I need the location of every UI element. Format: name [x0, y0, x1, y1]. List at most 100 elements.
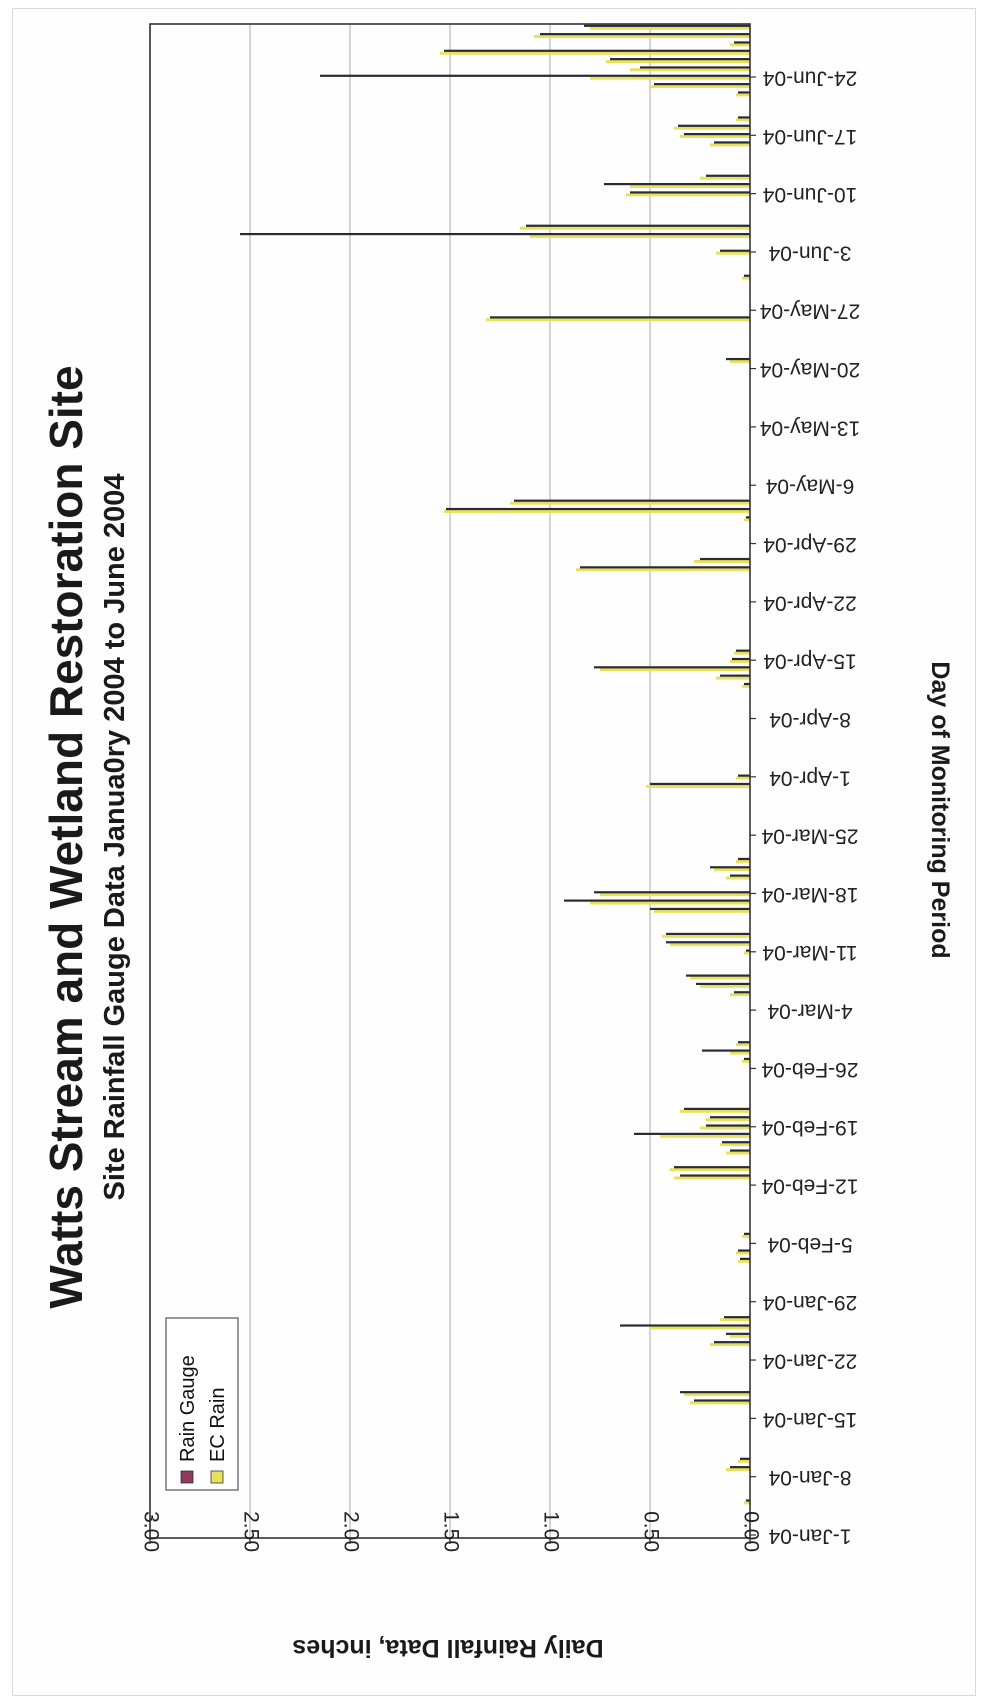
rain-gauge-bar	[702, 1049, 750, 1052]
rain-gauge-bar	[686, 974, 750, 977]
ec-rain-bar	[670, 1168, 750, 1172]
ec-rain-bar	[742, 276, 750, 280]
x-tick-labels: 1-Jan-04 8-Jan-04 15-Jan-04 22-Jan-04 29-Jan…	[750, 66, 860, 1547]
ec-rain-bar	[716, 251, 750, 255]
x-tick-label: 15-Apr-04	[763, 650, 857, 673]
ec-rain-bar	[738, 1259, 750, 1263]
rain-gauge-bar	[730, 1466, 750, 1469]
rain-gauge-bar	[738, 91, 750, 94]
rain-gauge-bar	[666, 941, 750, 944]
rain-gauge-bar	[714, 141, 750, 144]
x-tick-label: 11-Mar-04	[762, 941, 858, 964]
ec-rain-bar	[744, 1501, 750, 1505]
x-tick-label: 17-Jun-04	[762, 125, 857, 148]
rain-gauge-bar	[674, 1166, 750, 1169]
ec-rain-bar	[630, 68, 750, 72]
y-tick-label: 0.00	[739, 1511, 762, 1552]
x-tick-label: 10-Jun-04	[762, 183, 857, 206]
ec-rain-bar	[736, 1043, 750, 1047]
y-axis-title: Daily Rainfall Data, inches	[292, 1634, 603, 1662]
ec-rain-bar	[744, 518, 750, 522]
legend-label-ec-rain: EC Rain	[207, 1388, 229, 1462]
rain-gauge-bar	[710, 1116, 750, 1119]
y-tick-label: 1.50	[439, 1511, 462, 1552]
rain-gauge-bar	[594, 891, 750, 894]
ec-rain-bar	[684, 1393, 750, 1397]
rain-gauge-bar	[446, 507, 750, 511]
ec-rain-bar	[680, 135, 750, 139]
ec-rain-bar	[674, 126, 750, 130]
ec-rain-bar	[716, 676, 750, 680]
bars	[240, 24, 750, 1505]
ec-rain-bar	[654, 909, 750, 913]
rain-gauge-bar	[666, 932, 750, 936]
rain-gauge-bar	[650, 907, 750, 911]
rain-gauge-bar	[706, 1124, 750, 1127]
rain-gauge-bar	[650, 782, 750, 786]
ec-rain-bar	[510, 501, 750, 505]
ec-rain-bar	[726, 876, 750, 880]
rain-gauge-bar	[726, 357, 750, 361]
x-tick-label: 20-May-04	[759, 358, 860, 381]
ec-rain-bar	[670, 943, 750, 947]
rain-gauge-bar	[734, 991, 750, 994]
ec-rain-bar	[694, 559, 750, 563]
rain-gauge-bar	[720, 674, 750, 677]
ec-rain-bar	[700, 984, 750, 988]
rain-gauge-bar	[734, 41, 750, 44]
x-axis-title: Day of Monitoring Period	[926, 661, 954, 958]
y-tick-label: 2.00	[339, 1511, 362, 1552]
ec-rain-bar	[590, 76, 750, 80]
legend-swatch-ec-rain	[210, 1470, 224, 1484]
chart-title: Watts Stream and Wetland Restoration Sit…	[40, 365, 92, 1308]
rain-gauge-bar	[730, 874, 750, 877]
ec-rain-bar	[674, 1176, 750, 1180]
x-tick-label: 24-Jun-04	[762, 66, 857, 89]
rain-gauge-bar	[540, 33, 750, 36]
rain-gauge-bar	[714, 1341, 750, 1344]
ec-rain-bar	[690, 976, 750, 980]
ec-rain-bar	[440, 51, 750, 55]
ec-rain-bar	[742, 1234, 750, 1238]
ec-rain-bar	[726, 1151, 750, 1155]
ec-rain-bar	[590, 26, 750, 30]
y-tick-label: 1.00	[539, 1511, 562, 1552]
rain-gauge-bar	[730, 1149, 750, 1152]
x-tick-label: 8-Apr-04	[769, 708, 851, 731]
rain-gauge-bar	[680, 1391, 750, 1394]
rain-gauge-bar	[726, 1332, 750, 1335]
ec-rain-bar	[530, 234, 750, 238]
rain-gauge-bar	[732, 657, 750, 661]
rain-gauge-bar	[640, 66, 750, 69]
ec-rain-bar	[742, 684, 750, 688]
ec-rain-bar	[662, 934, 750, 938]
x-tick-label: 26-Feb-04	[761, 1058, 858, 1081]
ec-rain-bar	[590, 901, 750, 905]
rain-gauge-bar	[684, 133, 750, 136]
rain-gauge-bar	[724, 1316, 750, 1319]
ec-rain-bar	[600, 893, 750, 897]
rain-gauge-bar	[564, 899, 750, 902]
x-tick-label: 18-Mar-04	[761, 883, 858, 906]
ec-rain-bar	[730, 1051, 750, 1055]
ec-rain-bar	[714, 868, 750, 872]
chart-subtitle: Site Rainfall Gauge Data Janua0ry 2004 t…	[99, 474, 131, 1201]
ec-rain-bar	[726, 1468, 750, 1472]
rain-gauge-bar	[738, 774, 750, 777]
rain-gauge-bar	[720, 249, 750, 252]
rain-gauge-bar	[678, 124, 750, 127]
ec-rain-bar	[520, 226, 750, 230]
x-tick-label: 27-May-04	[759, 300, 860, 323]
ec-rain-bar	[606, 60, 750, 64]
legend-box	[165, 1317, 239, 1491]
ec-rain-bar	[690, 1401, 750, 1405]
rain-gauge-bar	[736, 649, 750, 652]
ec-rain-bar	[444, 509, 750, 513]
legend: Rain Gauge EC Rain	[165, 1317, 239, 1491]
rain-gauge-bar	[738, 1249, 750, 1252]
x-tick-label: 1-Jan-04	[768, 1524, 851, 1547]
rain-gauge-bar	[710, 866, 750, 869]
rain-gauge-bar	[746, 1499, 750, 1502]
ec-rain-bar	[600, 668, 750, 672]
x-tick-label: 6-May-04	[765, 475, 854, 498]
